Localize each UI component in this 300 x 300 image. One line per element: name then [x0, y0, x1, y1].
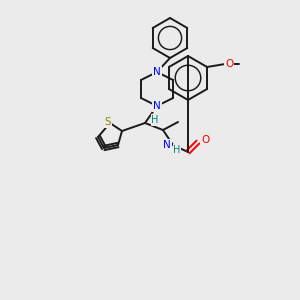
Text: H: H	[151, 115, 159, 125]
Text: N: N	[153, 67, 161, 77]
Text: N: N	[163, 140, 171, 150]
Text: N: N	[153, 101, 161, 111]
Text: O: O	[201, 135, 209, 145]
Text: O: O	[225, 59, 233, 69]
Text: H: H	[173, 145, 181, 155]
Text: S: S	[105, 117, 111, 127]
